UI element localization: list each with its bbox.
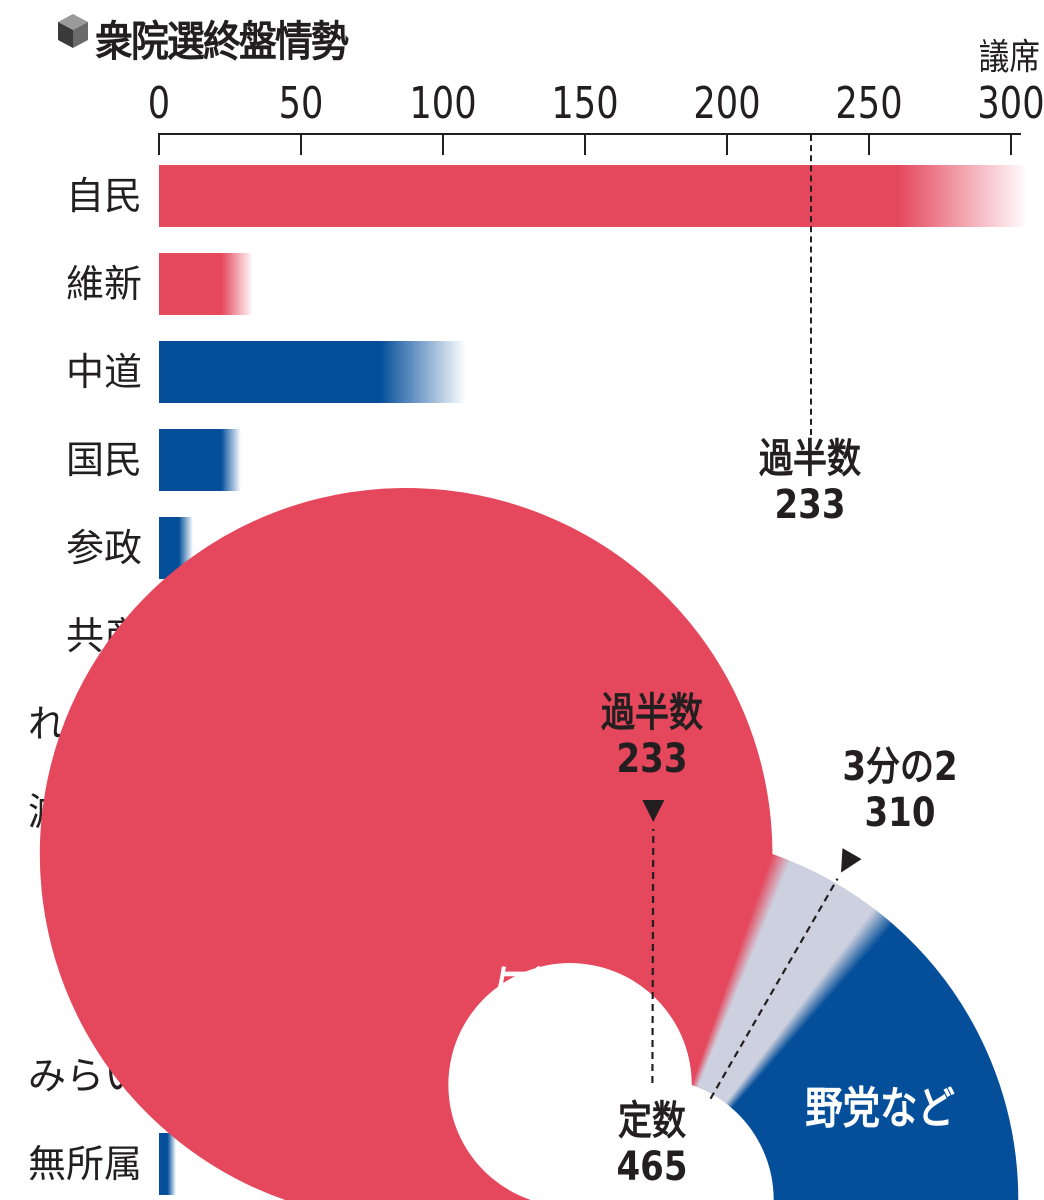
total-label: 定数 <box>618 1098 686 1144</box>
marker-line <box>709 878 839 1100</box>
cube-icon <box>58 14 88 48</box>
semi-majority-annotation: 過半数 233 <box>584 690 720 782</box>
x-tick-mark <box>1010 133 1012 155</box>
ruling-wedge <box>39 487 773 1200</box>
x-tick-label: 150 <box>551 78 619 129</box>
majority-annotation: 過半数 233 <box>742 436 878 528</box>
total-annotation: 定数 465 <box>584 1098 720 1190</box>
marker-arrow-icon <box>841 848 862 873</box>
x-tick-mark <box>868 133 870 155</box>
two-thirds-value: 310 <box>864 790 936 836</box>
x-tick-mark <box>442 133 444 155</box>
x-tick-mark <box>726 133 728 155</box>
x-tick-mark <box>158 133 160 155</box>
bar-無所属 <box>159 1133 177 1195</box>
x-tick-label: 300 <box>977 78 1044 129</box>
x-tick-label: 250 <box>835 78 903 129</box>
category-label: 維新 <box>65 262 142 306</box>
ruling-label: 与党 <box>492 963 568 1014</box>
category-label: 参政 <box>65 526 142 570</box>
two-thirds-label: 3分の2 <box>842 744 958 790</box>
x-tick-mark <box>584 133 586 155</box>
x-tick-label: 200 <box>693 78 761 129</box>
x-tick-label: 100 <box>409 78 477 129</box>
majority-line <box>810 135 812 435</box>
opposition-wedge <box>731 924 1019 1200</box>
semi-majority-value: 233 <box>616 736 688 782</box>
bar-国民 <box>159 429 242 491</box>
category-label: 無所属 <box>27 1142 142 1186</box>
chart-title: 衆院選終盤情勢 <box>95 17 349 66</box>
x-tick-label: 0 <box>147 78 171 129</box>
bar-自民 <box>159 165 1029 227</box>
category-label: 国民 <box>65 438 142 482</box>
majority-label: 過半数 <box>759 436 861 482</box>
category-label: 中道 <box>65 350 142 394</box>
total-value: 465 <box>616 1144 688 1190</box>
opposition-label: 野党など <box>805 1083 955 1134</box>
x-axis-line <box>159 133 1021 135</box>
axis-unit-label: 議席 <box>978 37 1040 78</box>
two-thirds-annotation: 3分の2 310 <box>815 744 985 836</box>
x-tick-label: 50 <box>278 78 324 129</box>
x-tick-mark <box>300 133 302 155</box>
marker-arrow-icon <box>642 799 665 823</box>
bar-中道 <box>159 341 466 403</box>
marker-line <box>651 828 655 1084</box>
semi-majority-label: 過半数 <box>601 690 703 736</box>
bar-維新 <box>159 253 253 315</box>
majority-value: 233 <box>774 482 846 528</box>
category-label: 自民 <box>65 174 142 218</box>
